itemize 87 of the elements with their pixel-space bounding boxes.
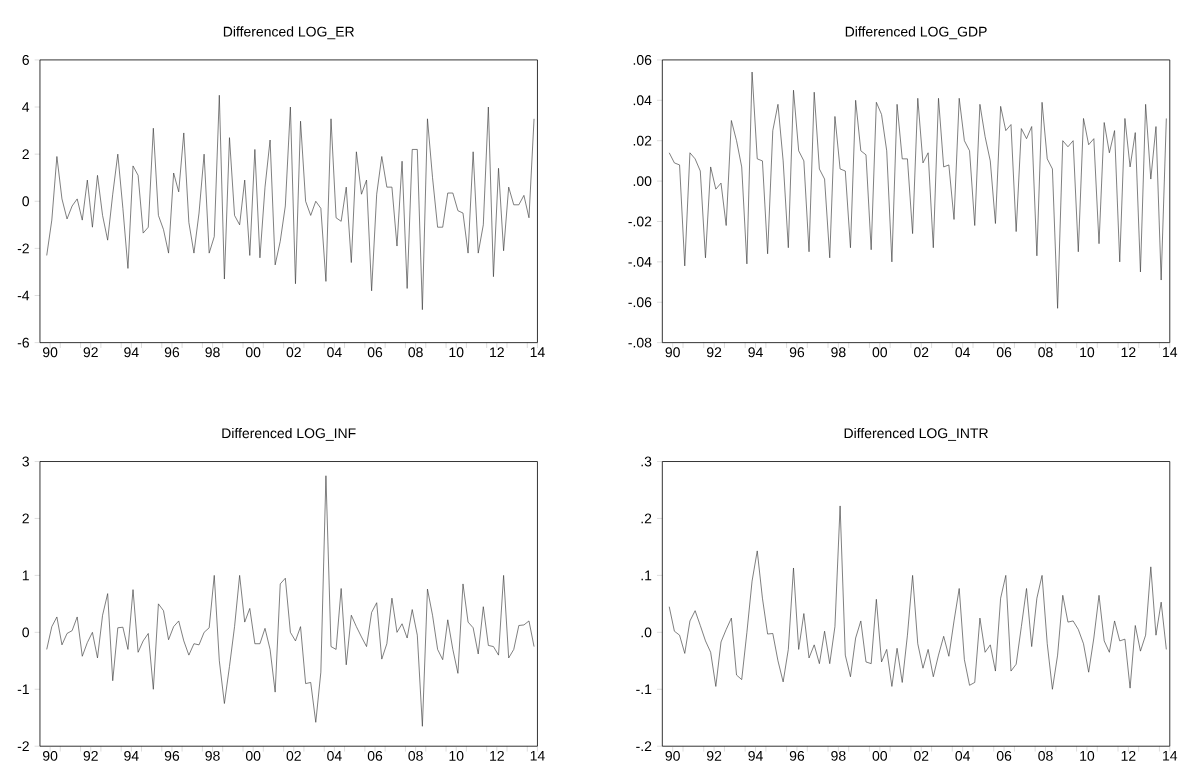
y-tick-label: .1 [641, 570, 652, 581]
x-tick-label: 90 [665, 347, 680, 358]
x-tick-label: 04 [327, 750, 342, 761]
x-tick-label: 98 [205, 750, 220, 761]
line-series [668, 71, 1167, 309]
x-tick-label: 06 [367, 347, 383, 358]
y-tick-label: .02 [633, 135, 652, 146]
x-tick-label: 08 [408, 750, 423, 761]
x-tick-label: 96 [164, 347, 180, 358]
y-tick-label: .0 [641, 627, 652, 638]
chart-title: Differenced LOG_ER [223, 26, 354, 40]
y-tick-label: -2 [17, 243, 29, 254]
y-tick-label: -6 [17, 337, 29, 348]
x-tick-label: 12 [490, 347, 504, 358]
y-tick-label: .06 [633, 54, 652, 65]
x-tick-label: 98 [831, 347, 846, 358]
x-tick-label: 92 [83, 347, 98, 358]
y-tick-label: 1 [22, 570, 29, 581]
x-tick-label: 00 [872, 750, 888, 761]
x-tick-label: 94 [748, 750, 763, 761]
x-tick-label: 10 [449, 347, 464, 358]
y-tick-label: 2 [22, 149, 29, 159]
y-tick-label: 0 [22, 196, 30, 207]
y-tick-label: .04 [633, 95, 652, 106]
x-tick-label: 08 [1038, 750, 1053, 761]
y-tick-label: .3 [641, 456, 652, 467]
y-tick-label: 2 [22, 513, 29, 524]
y-tick-label: -.04 [628, 256, 652, 267]
y-tick-label: 4 [22, 102, 30, 112]
x-tick-label: 14 [1163, 750, 1178, 761]
x-tick-label: 02 [914, 347, 929, 358]
x-tick-label: 98 [205, 347, 220, 358]
x-tick-label: 90 [42, 347, 58, 358]
x-tick-label: 96 [789, 347, 805, 358]
x-tick-label: 02 [286, 750, 301, 761]
y-tick-label: -.08 [628, 337, 652, 348]
y-tick-label: 6 [22, 54, 29, 65]
x-tick-label: 06 [367, 750, 383, 761]
y-tick-label: -.1 [636, 684, 652, 694]
x-tick-label: 00 [872, 347, 888, 358]
x-tick-label: 94 [748, 347, 763, 358]
x-tick-label: 04 [955, 750, 971, 761]
x-tick-label: 08 [408, 347, 423, 358]
x-tick-label: 10 [1080, 347, 1095, 358]
chart-title: Differenced LOG_INTR [844, 427, 988, 441]
x-tick-label: 96 [164, 750, 180, 761]
x-tick-label: 08 [1038, 347, 1053, 358]
chart-title: Differenced LOG_INF [222, 427, 356, 441]
line-series [46, 94, 535, 310]
y-tick-label: .00 [633, 176, 652, 186]
x-tick-label: 12 [490, 750, 504, 761]
x-tick-label: 06 [996, 347, 1012, 358]
x-tick-label: 00 [245, 347, 261, 358]
line-series [668, 505, 1167, 690]
x-tick-label: 00 [245, 750, 261, 761]
x-tick-label: 12 [1121, 750, 1136, 761]
y-tick-label: -4 [17, 290, 30, 301]
x-tick-label: 90 [665, 750, 680, 761]
x-tick-label: 06 [996, 750, 1012, 761]
x-tick-label: 90 [42, 750, 58, 761]
y-tick-label: -1 [17, 684, 29, 694]
x-tick-label: 94 [124, 347, 139, 358]
x-tick-label: 14 [530, 347, 545, 357]
x-tick-label: 04 [327, 347, 342, 358]
x-tick-label: 02 [914, 750, 929, 761]
x-tick-label: 04 [955, 347, 971, 358]
x-tick-label: 02 [286, 347, 301, 358]
y-tick-label: 0 [22, 627, 30, 638]
x-tick-label: 96 [789, 750, 805, 761]
x-tick-label: 92 [706, 750, 722, 761]
x-tick-label: 10 [1080, 750, 1095, 761]
x-tick-label: 94 [124, 750, 139, 761]
y-tick-label: -.02 [628, 216, 652, 227]
x-tick-label: 98 [831, 750, 846, 761]
y-tick-label: -.06 [628, 297, 652, 308]
y-tick-label: -.2 [636, 741, 652, 751]
x-tick-label: 12 [1121, 347, 1136, 358]
y-tick-label: -2 [17, 741, 29, 751]
x-tick-label: 10 [449, 750, 464, 761]
y-tick-label: 3 [22, 456, 29, 467]
x-tick-label: 14 [1163, 347, 1178, 357]
chart-title: Differenced LOG_GDP [845, 26, 987, 40]
line-series [46, 475, 535, 727]
x-tick-label: 92 [83, 750, 98, 761]
x-tick-label: 14 [530, 750, 545, 761]
x-tick-label: 92 [706, 347, 722, 358]
y-tick-label: .2 [641, 513, 652, 524]
